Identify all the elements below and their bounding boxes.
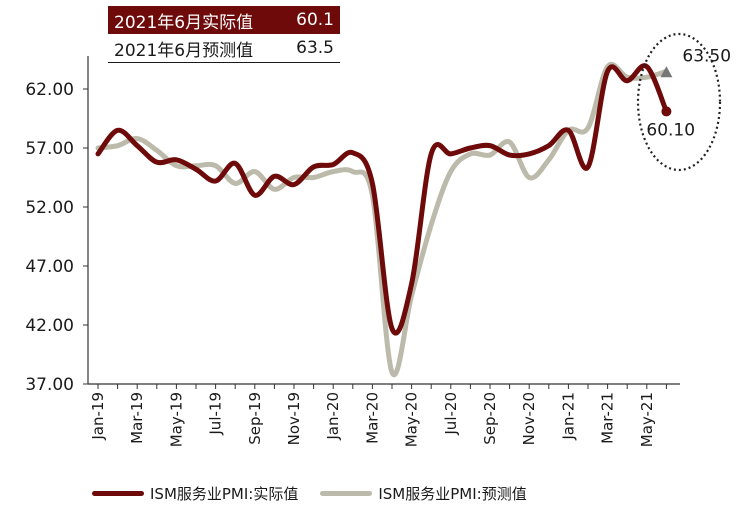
annotation-forecast-value: 63.50: [682, 46, 731, 66]
legend-item-forecast: ISM服务业PMI:预测值: [320, 483, 527, 504]
info-row-actual: 2021年6月实际值 60.1: [108, 6, 340, 34]
highlight-ellipse: [636, 32, 722, 172]
y-tick-label: 42.00: [25, 316, 74, 336]
info-table: 2021年6月实际值 60.1 2021年6月预测值 63.5: [108, 6, 340, 63]
legend-label-actual: ISM服务业PMI:实际值: [150, 484, 299, 503]
y-tick-label: 37.00: [25, 375, 74, 395]
y-tick-label: 57.00: [25, 139, 74, 159]
legend: ISM服务业PMI:实际值 ISM服务业PMI:预测值: [92, 480, 549, 506]
actual-value: 60.1: [282, 6, 340, 34]
annotation-actual-value: 60.10: [646, 120, 695, 140]
x-tick-label: Jan-19: [89, 392, 107, 441]
annotations: 63.50 60.10: [636, 32, 731, 172]
legend-swatch-actual: [92, 490, 144, 496]
y-tick-label: 47.00: [25, 257, 74, 277]
legend-label-forecast: ISM服务业PMI:预测值: [378, 484, 527, 503]
x-tick-label: Nov-20: [520, 392, 538, 445]
x-tick-label: Sep-20: [481, 392, 499, 445]
legend-swatch-forecast: [320, 490, 373, 496]
y-tick-label: 52.00: [25, 198, 74, 218]
x-tick-label: Mar-20: [363, 392, 381, 444]
actual-label: 2021年6月实际值: [108, 6, 283, 34]
x-tick-label: Sep-19: [246, 392, 264, 445]
x-tick-label: Jan-20: [324, 392, 342, 441]
x-tick-label: May-20: [403, 392, 421, 447]
x-tick-label: Jul-19: [207, 392, 225, 436]
series-lines: [95, 61, 669, 378]
forecast-label: 2021年6月预测值: [108, 34, 283, 63]
legend-item-actual: ISM服务业PMI:实际值: [92, 483, 298, 504]
x-tick-label: Jul-20: [442, 392, 460, 436]
x-tick-label: May-21: [638, 392, 656, 447]
y-tick-label: 62.00: [25, 80, 74, 100]
series-line-forecast: [95, 61, 669, 378]
y-axis: 37.00 42.00 47.00 52.00 57.00 62.00: [25, 56, 89, 395]
info-row-forecast: 2021年6月预测值 63.5: [108, 34, 340, 63]
x-tick-label: Mar-19: [128, 392, 146, 444]
actual-end-marker: [661, 106, 672, 117]
forecast-value: 63.5: [282, 34, 340, 63]
forecast-end-marker: [660, 66, 673, 78]
x-axis: Jan-19 Mar-19 May-19 Jul-19 Sep-19 Nov-19 Jan-…: [88, 383, 680, 447]
x-tick-label: May-19: [167, 392, 185, 447]
x-tick-label: Mar-21: [599, 392, 617, 444]
series-line-actual: [95, 63, 669, 336]
x-tick-label: Nov-19: [285, 392, 303, 445]
x-tick-label: Jan-21: [559, 392, 577, 441]
